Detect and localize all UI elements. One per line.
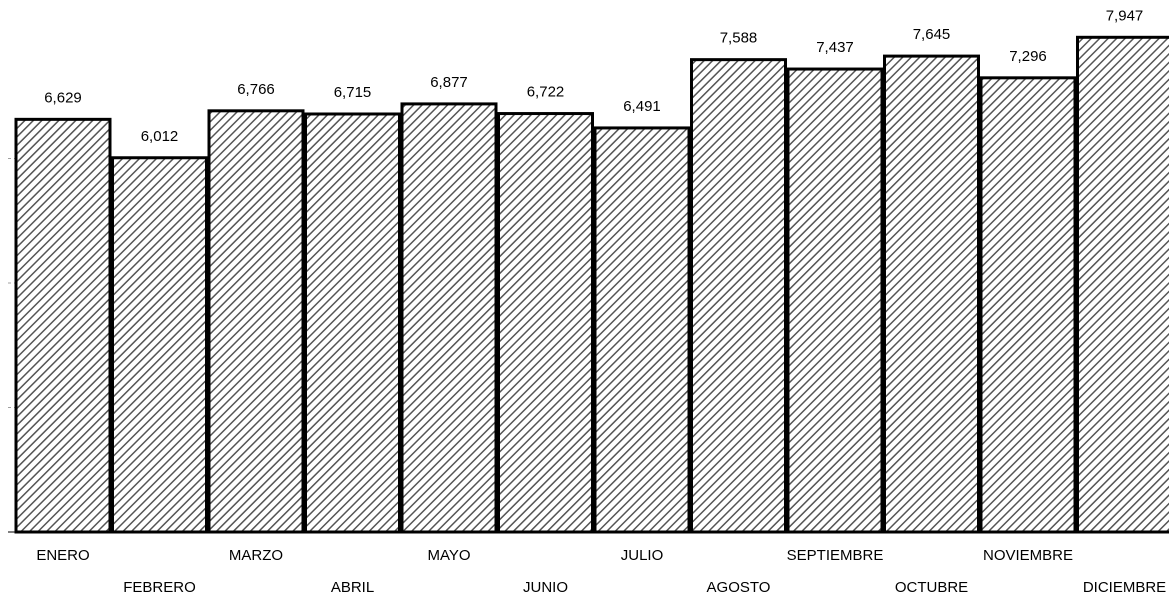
bar	[979, 76, 1077, 534]
data-label: 7,296	[1009, 48, 1047, 65]
data-label: 7,588	[720, 30, 758, 47]
bar	[400, 102, 498, 534]
bar	[304, 112, 401, 534]
x-tick-label: FEBRERO	[123, 579, 196, 596]
x-tick-label: MARZO	[229, 547, 283, 564]
x-tick-label: JUNIO	[523, 579, 568, 596]
data-label: 6,012	[141, 128, 179, 145]
x-tick-label: JULIO	[621, 547, 664, 564]
data-label: 7,645	[913, 26, 951, 43]
x-tick-label: DICIEMBRE	[1083, 579, 1166, 596]
x-tick-label: NOVIEMBRE	[983, 547, 1073, 564]
x-tick-label: MAYO	[427, 547, 470, 564]
x-tick-label: AGOSTO	[707, 579, 771, 596]
data-label: 6,491	[623, 98, 661, 115]
bar	[593, 126, 691, 534]
bar	[883, 54, 980, 534]
x-tick-label: ABRIL	[331, 579, 374, 596]
data-label: 6,629	[44, 89, 82, 106]
bar	[690, 58, 787, 534]
labels: 6,629 ENERO 6,012 FEBRERO 6,766 MARZO 6,715 ABR…	[36, 7, 1166, 596]
x-tick-label: OCTUBRE	[895, 579, 968, 596]
bar	[1076, 35, 1169, 534]
data-label: 6,877	[430, 74, 468, 91]
bar	[14, 117, 112, 534]
data-label: 7,437	[816, 39, 854, 56]
bars	[14, 35, 1169, 534]
x-tick-label: ENERO	[36, 547, 89, 564]
bar	[786, 67, 884, 534]
data-label: 6,715	[334, 84, 372, 101]
bar	[111, 156, 208, 534]
bar	[497, 112, 594, 534]
data-label: 6,722	[527, 84, 565, 101]
bar	[207, 109, 305, 534]
data-label: 7,947	[1106, 7, 1144, 24]
x-tick-label: SEPTIEMBRE	[787, 547, 884, 564]
data-label: 6,766	[237, 81, 275, 98]
